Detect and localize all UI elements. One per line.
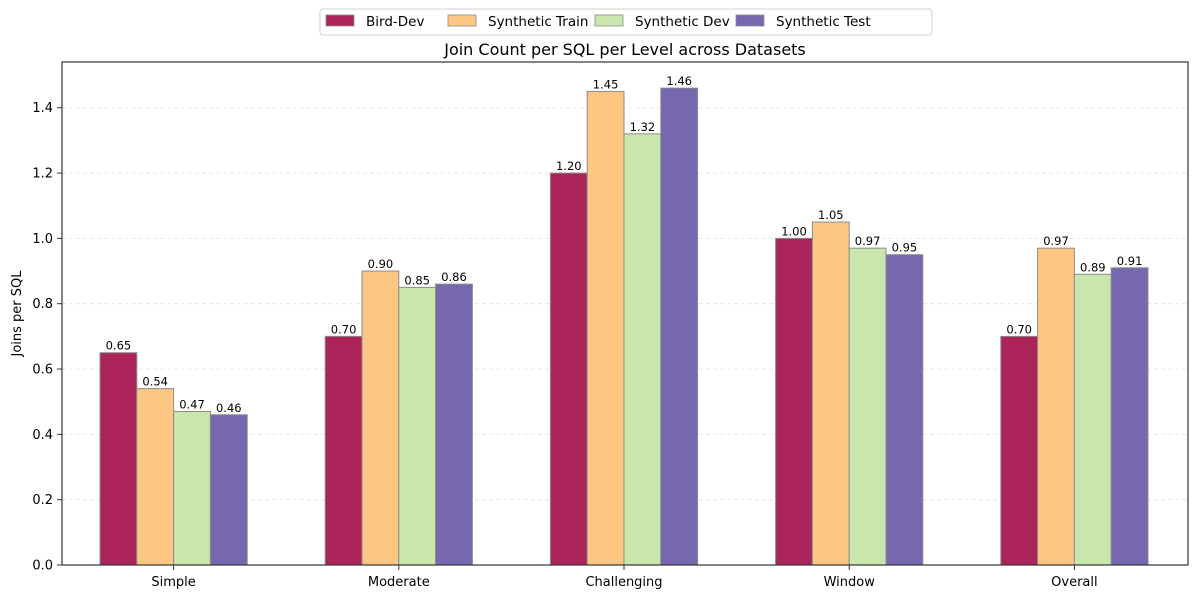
bar-synthetic-test xyxy=(1110,267,1149,566)
chart-title: Join Count per SQL per Level across Data… xyxy=(443,40,806,59)
bars xyxy=(99,87,1149,566)
data-label: 0.97 xyxy=(1043,234,1069,248)
x-tick-label: Moderate xyxy=(368,575,430,590)
legend-swatch-synthetic-train xyxy=(447,14,477,27)
bar-synthetic-train xyxy=(586,90,625,566)
legend-swatch-synthetic-dev xyxy=(594,14,624,27)
bar-bird-dev xyxy=(99,352,138,566)
x-tick-label: Challenging xyxy=(585,575,662,590)
y-axis: 0.0 0.2 0.4 0.6 0.8 1.0 1.2 1.4 xyxy=(32,101,62,574)
bar-bird-dev xyxy=(549,172,588,566)
y-tick-label: 0.8 xyxy=(32,297,53,312)
data-label: 1.46 xyxy=(666,74,692,88)
x-tick-label: Overall xyxy=(1051,575,1097,590)
bar-synthetic-train xyxy=(811,221,850,566)
data-label: 1.45 xyxy=(593,77,619,91)
data-label: 0.65 xyxy=(106,339,132,353)
y-tick-label: 1.2 xyxy=(32,167,53,182)
legend: Bird-Dev Synthetic Train Synthetic Dev Synt… xyxy=(319,8,933,36)
data-label: 0.91 xyxy=(1117,254,1143,268)
y-tick-label: 0.6 xyxy=(32,363,53,378)
data-label: 0.54 xyxy=(142,375,168,389)
bar-synthetic-dev xyxy=(848,247,887,566)
y-tick-label: 0.0 xyxy=(32,559,53,574)
bar-bird-dev xyxy=(775,237,813,566)
data-label: 0.85 xyxy=(404,273,430,287)
y-axis-label: Joins per SQL xyxy=(10,270,25,358)
x-tick-label: Simple xyxy=(151,575,195,590)
y-tick-label: 0.2 xyxy=(32,493,53,508)
data-label: 0.89 xyxy=(1080,260,1106,274)
bar-bird-dev xyxy=(324,335,363,566)
data-label: 0.90 xyxy=(368,257,394,271)
data-label: 0.95 xyxy=(892,241,918,255)
bar-synthetic-dev xyxy=(1073,273,1112,566)
data-label: 0.47 xyxy=(179,397,205,411)
legend-label: Synthetic Dev xyxy=(635,14,730,30)
legend-swatch-synthetic-test xyxy=(735,14,765,27)
bar-synthetic-test xyxy=(885,254,924,566)
data-label: 1.32 xyxy=(630,120,656,134)
x-tick-label: Window xyxy=(824,575,876,590)
y-tick-label: 1.4 xyxy=(32,101,53,116)
legend-label: Synthetic Test xyxy=(776,14,871,30)
bar-synthetic-dev xyxy=(398,286,437,566)
data-label: 0.70 xyxy=(1006,322,1032,336)
data-label: 0.86 xyxy=(441,270,467,284)
data-labels: 0.65 0.54 0.47 0.46 0.70 0.90 0.85 0.86 1.20 1.45… xyxy=(106,74,1143,415)
data-label: 1.20 xyxy=(556,159,582,173)
bar-synthetic-test xyxy=(209,414,248,566)
plot-frame xyxy=(61,61,1189,566)
y-tick-label: 1.0 xyxy=(32,232,53,247)
legend-label: Synthetic Train xyxy=(488,14,588,30)
x-axis: Simple Moderate Challenging Window Overall xyxy=(151,565,1098,590)
legend-label: Bird-Dev xyxy=(366,14,424,30)
bar-synthetic-train xyxy=(1037,247,1075,566)
y-tick-label: 0.4 xyxy=(32,428,53,443)
data-label: 0.70 xyxy=(331,322,357,336)
bar-synthetic-train xyxy=(361,270,400,566)
data-label: 0.97 xyxy=(855,234,881,248)
bar-synthetic-train xyxy=(136,388,175,566)
bar-synthetic-dev xyxy=(173,410,211,566)
bar-synthetic-test xyxy=(435,283,473,566)
bar-bird-dev xyxy=(1000,335,1039,566)
bar-synthetic-dev xyxy=(623,133,662,566)
data-label: 1.05 xyxy=(818,208,844,222)
data-label: 1.00 xyxy=(781,224,807,238)
data-label: 0.46 xyxy=(216,401,242,415)
bar-synthetic-test xyxy=(660,87,699,566)
legend-swatch-bird-dev xyxy=(325,14,355,27)
